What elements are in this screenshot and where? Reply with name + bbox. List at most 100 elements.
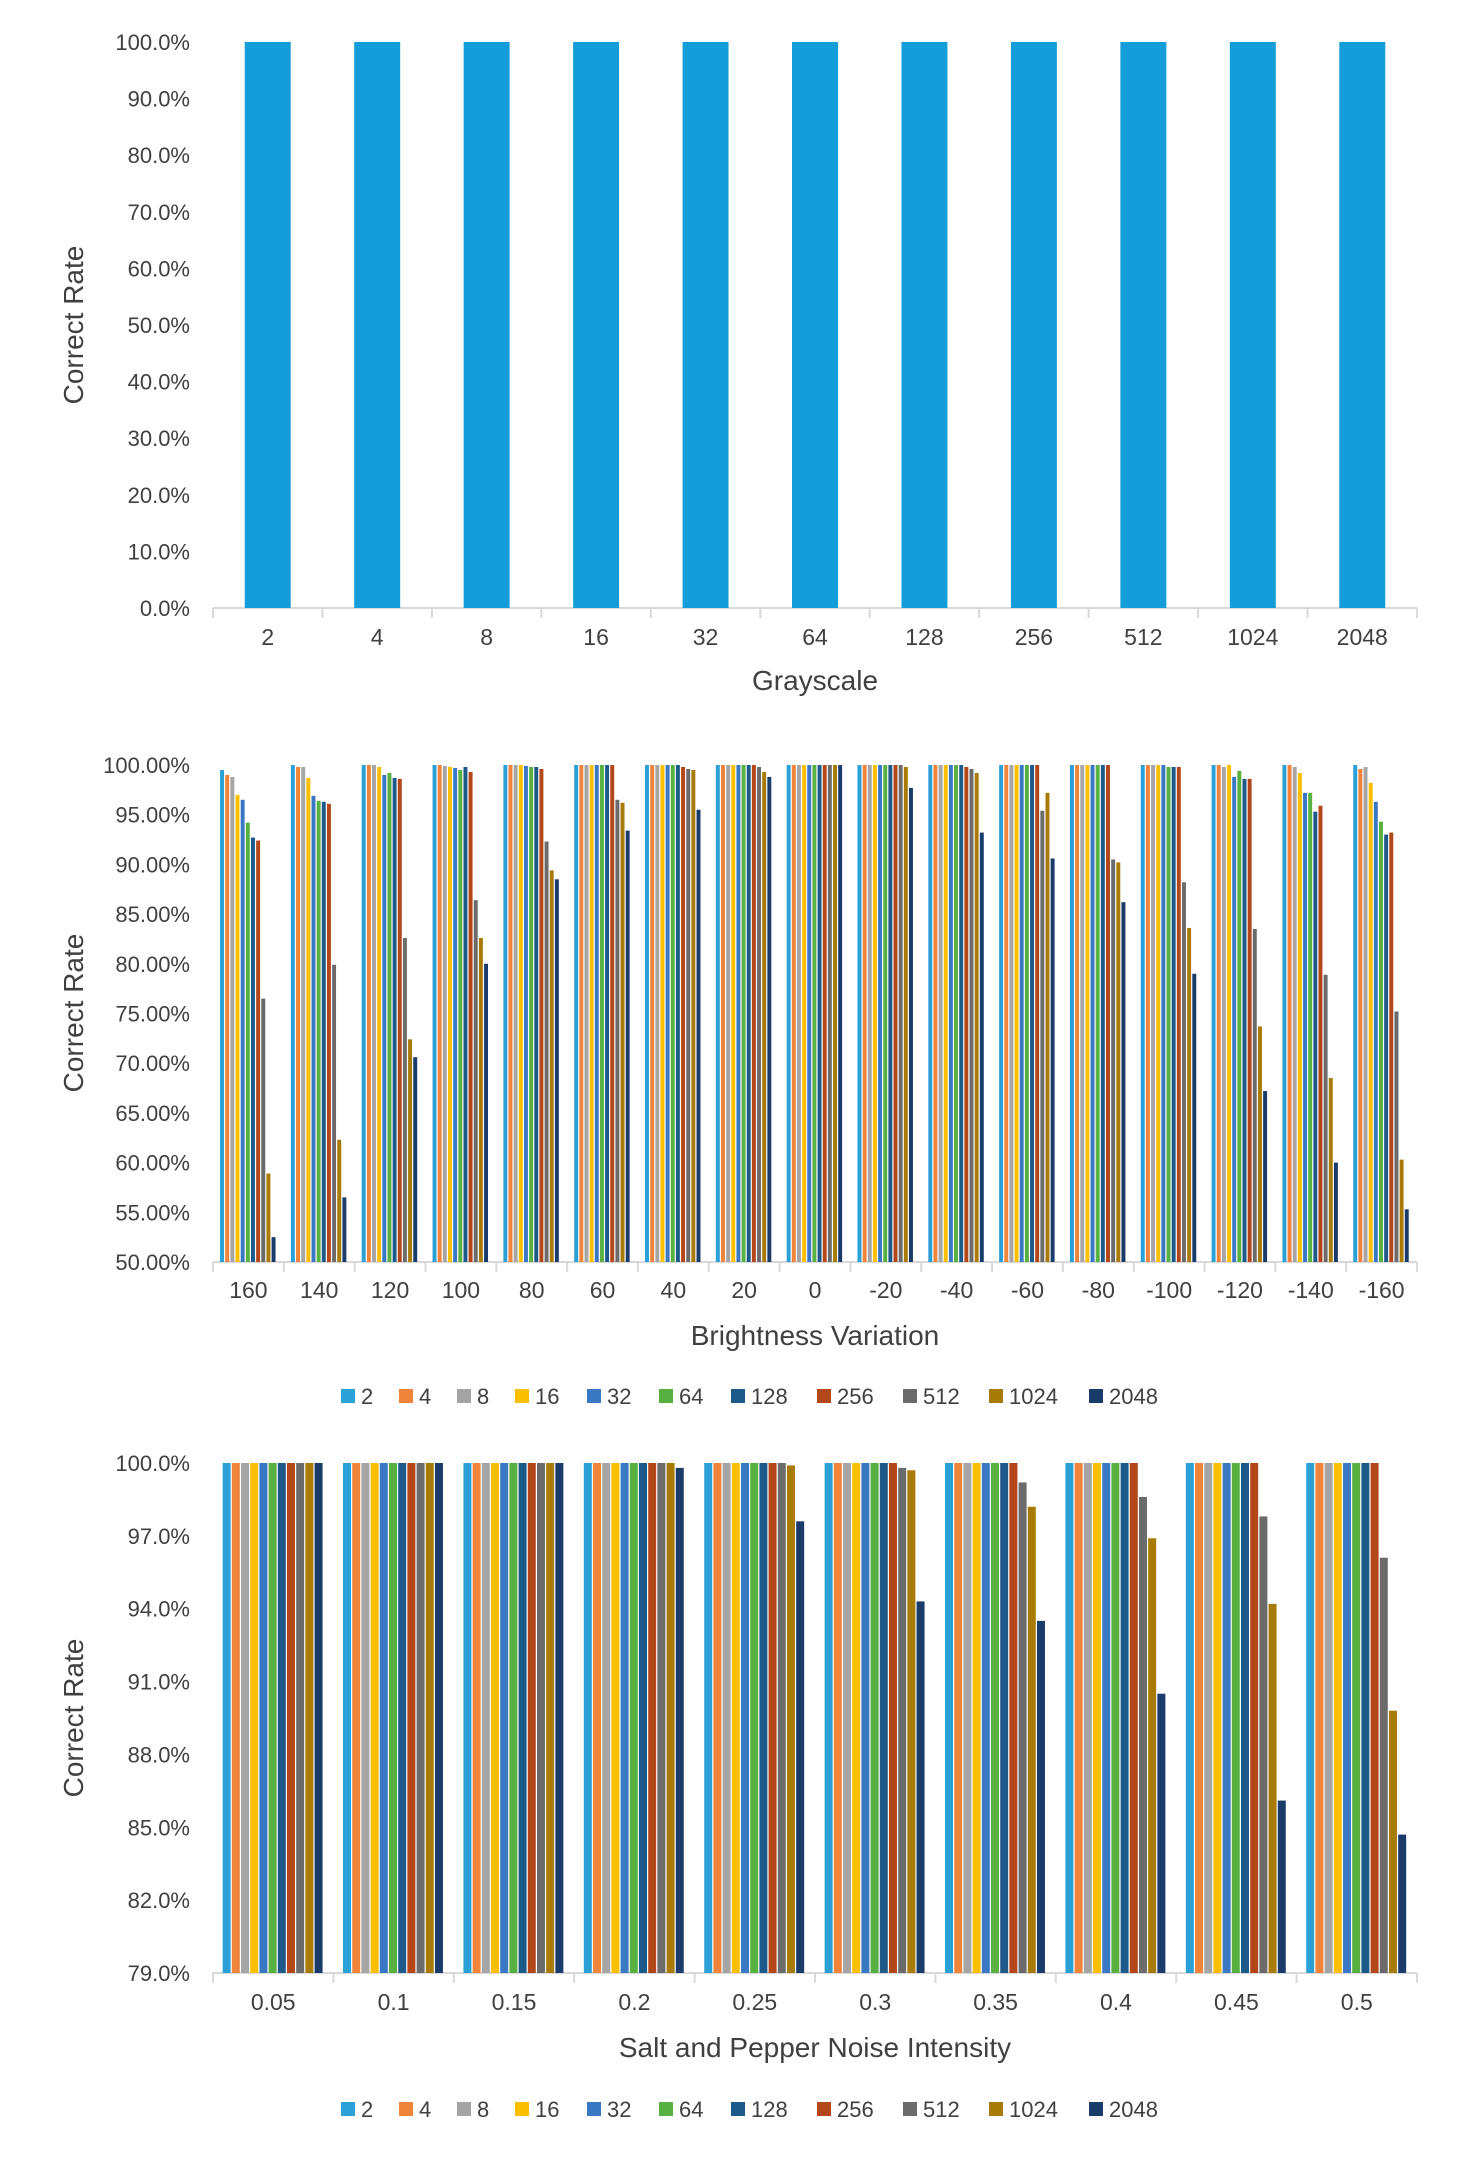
x-tick-label: 16 [583, 624, 609, 650]
bar-4-40 [650, 765, 655, 1262]
bar-512-60 [615, 799, 620, 1262]
x-tick-label: 0.5 [1341, 1989, 1373, 2015]
bar-4--80 [1075, 765, 1080, 1262]
bar-2048-0.25 [796, 1521, 805, 1973]
bar-Correct Rate-512 [1120, 42, 1167, 608]
bar-128-40 [675, 765, 680, 1262]
legend-swatch-128 [731, 2102, 745, 2116]
bar-1024--40 [974, 772, 979, 1262]
bar-512-20 [757, 766, 761, 1262]
bar-16-20 [731, 765, 736, 1262]
bar-512-160 [261, 998, 266, 1262]
y-tick-label: 79.0% [128, 1961, 190, 1986]
bar-8-120 [372, 765, 376, 1262]
bar-1024--60 [1045, 792, 1050, 1262]
bar-8-0.05 [241, 1463, 250, 1973]
bar-1024-160 [266, 1173, 271, 1262]
y-tick-label: 85.0% [128, 1815, 190, 1840]
bar-128--60 [1030, 765, 1034, 1262]
bar-256-60 [610, 765, 615, 1262]
bar-2048-160 [271, 1237, 276, 1262]
x-tick-label: -100 [1146, 1277, 1192, 1303]
legend-swatch-16 [515, 1389, 529, 1403]
bar-16--40 [943, 765, 948, 1262]
bar-64-0.2 [629, 1463, 638, 1973]
bar-1024-0.05 [305, 1463, 314, 1973]
bar-Correct Rate-2048 [1339, 42, 1386, 608]
y-axis-title: Correct Rate [58, 1639, 89, 1798]
y-tick-label: 50.0% [128, 313, 190, 338]
bar-16--160 [1368, 782, 1373, 1262]
legend-swatch-256 [817, 2102, 831, 2116]
chart-1: 0.0% 10.0% 20.0% 30.0% 40.0% 50.0% 60.0% 70.0% 8… [58, 30, 1418, 696]
bar-64-160 [245, 822, 250, 1262]
legend-label: 512 [923, 2097, 960, 2122]
y-axis-title: Correct Rate [58, 934, 89, 1093]
bar-64-0.15 [509, 1463, 518, 1973]
x-tick-label: 8 [480, 624, 493, 650]
legend-swatch-4 [399, 2102, 413, 2116]
bar-512-0.3 [898, 1467, 907, 1973]
x-tick-label: 0.35 [973, 1989, 1018, 2015]
bar-16-0.35 [972, 1463, 981, 1973]
bar-16-40 [660, 765, 665, 1262]
bar-512--140 [1323, 974, 1328, 1262]
bar-256-0.3 [888, 1463, 897, 1973]
bar-512-0.25 [777, 1463, 786, 1973]
legend-swatch-128 [731, 1389, 745, 1403]
bar-512-0.4 [1138, 1497, 1147, 1973]
bar-1024-20 [762, 771, 767, 1262]
bar-512--60 [1040, 810, 1045, 1262]
legend-label: 16 [535, 1384, 559, 1409]
bar-2048-0.35 [1036, 1620, 1045, 1973]
bar-64-40 [670, 765, 675, 1262]
legend-swatch-32 [587, 2102, 601, 2116]
bar-16-0.2 [611, 1463, 620, 1973]
bar-128-0.35 [1000, 1463, 1009, 1973]
x-tick-label: -40 [940, 1277, 973, 1303]
bar-32--80 [1090, 765, 1095, 1262]
bar-64-0.4 [1111, 1463, 1120, 1973]
legend-label: 8 [477, 1384, 489, 1409]
bar-256--100 [1176, 766, 1181, 1262]
bar-1024--160 [1399, 1159, 1404, 1262]
bar-2048--80 [1121, 902, 1126, 1262]
bar-2--80 [1069, 765, 1074, 1262]
legend-label: 2048 [1109, 2097, 1158, 2122]
bar-64--120 [1237, 770, 1242, 1262]
legend-swatch-64 [659, 2102, 673, 2116]
legend-swatch-2048 [1089, 2102, 1103, 2116]
bar-4--100 [1145, 765, 1150, 1262]
y-tick-label: 94.0% [128, 1597, 190, 1622]
bar-8-0.1 [361, 1463, 370, 1973]
bar-8-0.15 [481, 1463, 490, 1973]
bar-2-100 [432, 765, 437, 1262]
legend-label: 2 [361, 2097, 373, 2122]
bar-32-80 [523, 765, 528, 1262]
legend: 2 4 8 16 32 64 128 256 512 1024 2048 [341, 2097, 1158, 2122]
y-tick-label: 100.00% [103, 753, 190, 778]
bar-32-60 [594, 765, 599, 1262]
y-tick-label: 100.0% [115, 30, 190, 55]
bar-2048-40 [696, 809, 701, 1262]
bar-64-20 [741, 765, 746, 1262]
y-axis-title: Correct Rate [58, 246, 89, 405]
bar-1024-40 [691, 769, 696, 1262]
bar-1024-120 [408, 1039, 413, 1262]
bar-512-120 [402, 937, 407, 1262]
legend-label: 512 [923, 1384, 960, 1409]
x-tick-label: 0.3 [859, 1989, 891, 2015]
bar-8-20 [726, 765, 731, 1262]
bar-512--160 [1394, 1011, 1399, 1262]
bar-64-0.25 [750, 1463, 759, 1973]
bar-2048--140 [1333, 1162, 1338, 1262]
legend-label: 64 [679, 2097, 703, 2122]
x-tick-label: -80 [1082, 1277, 1115, 1303]
x-tick-label: 512 [1124, 624, 1162, 650]
bar-2-0.25 [704, 1463, 713, 1973]
legend-label: 256 [837, 1384, 874, 1409]
y-tick-label: 90.00% [115, 852, 190, 877]
bar-4-0.05 [231, 1463, 240, 1973]
bar-1024-140 [337, 1139, 342, 1262]
bar-4--140 [1287, 765, 1292, 1262]
